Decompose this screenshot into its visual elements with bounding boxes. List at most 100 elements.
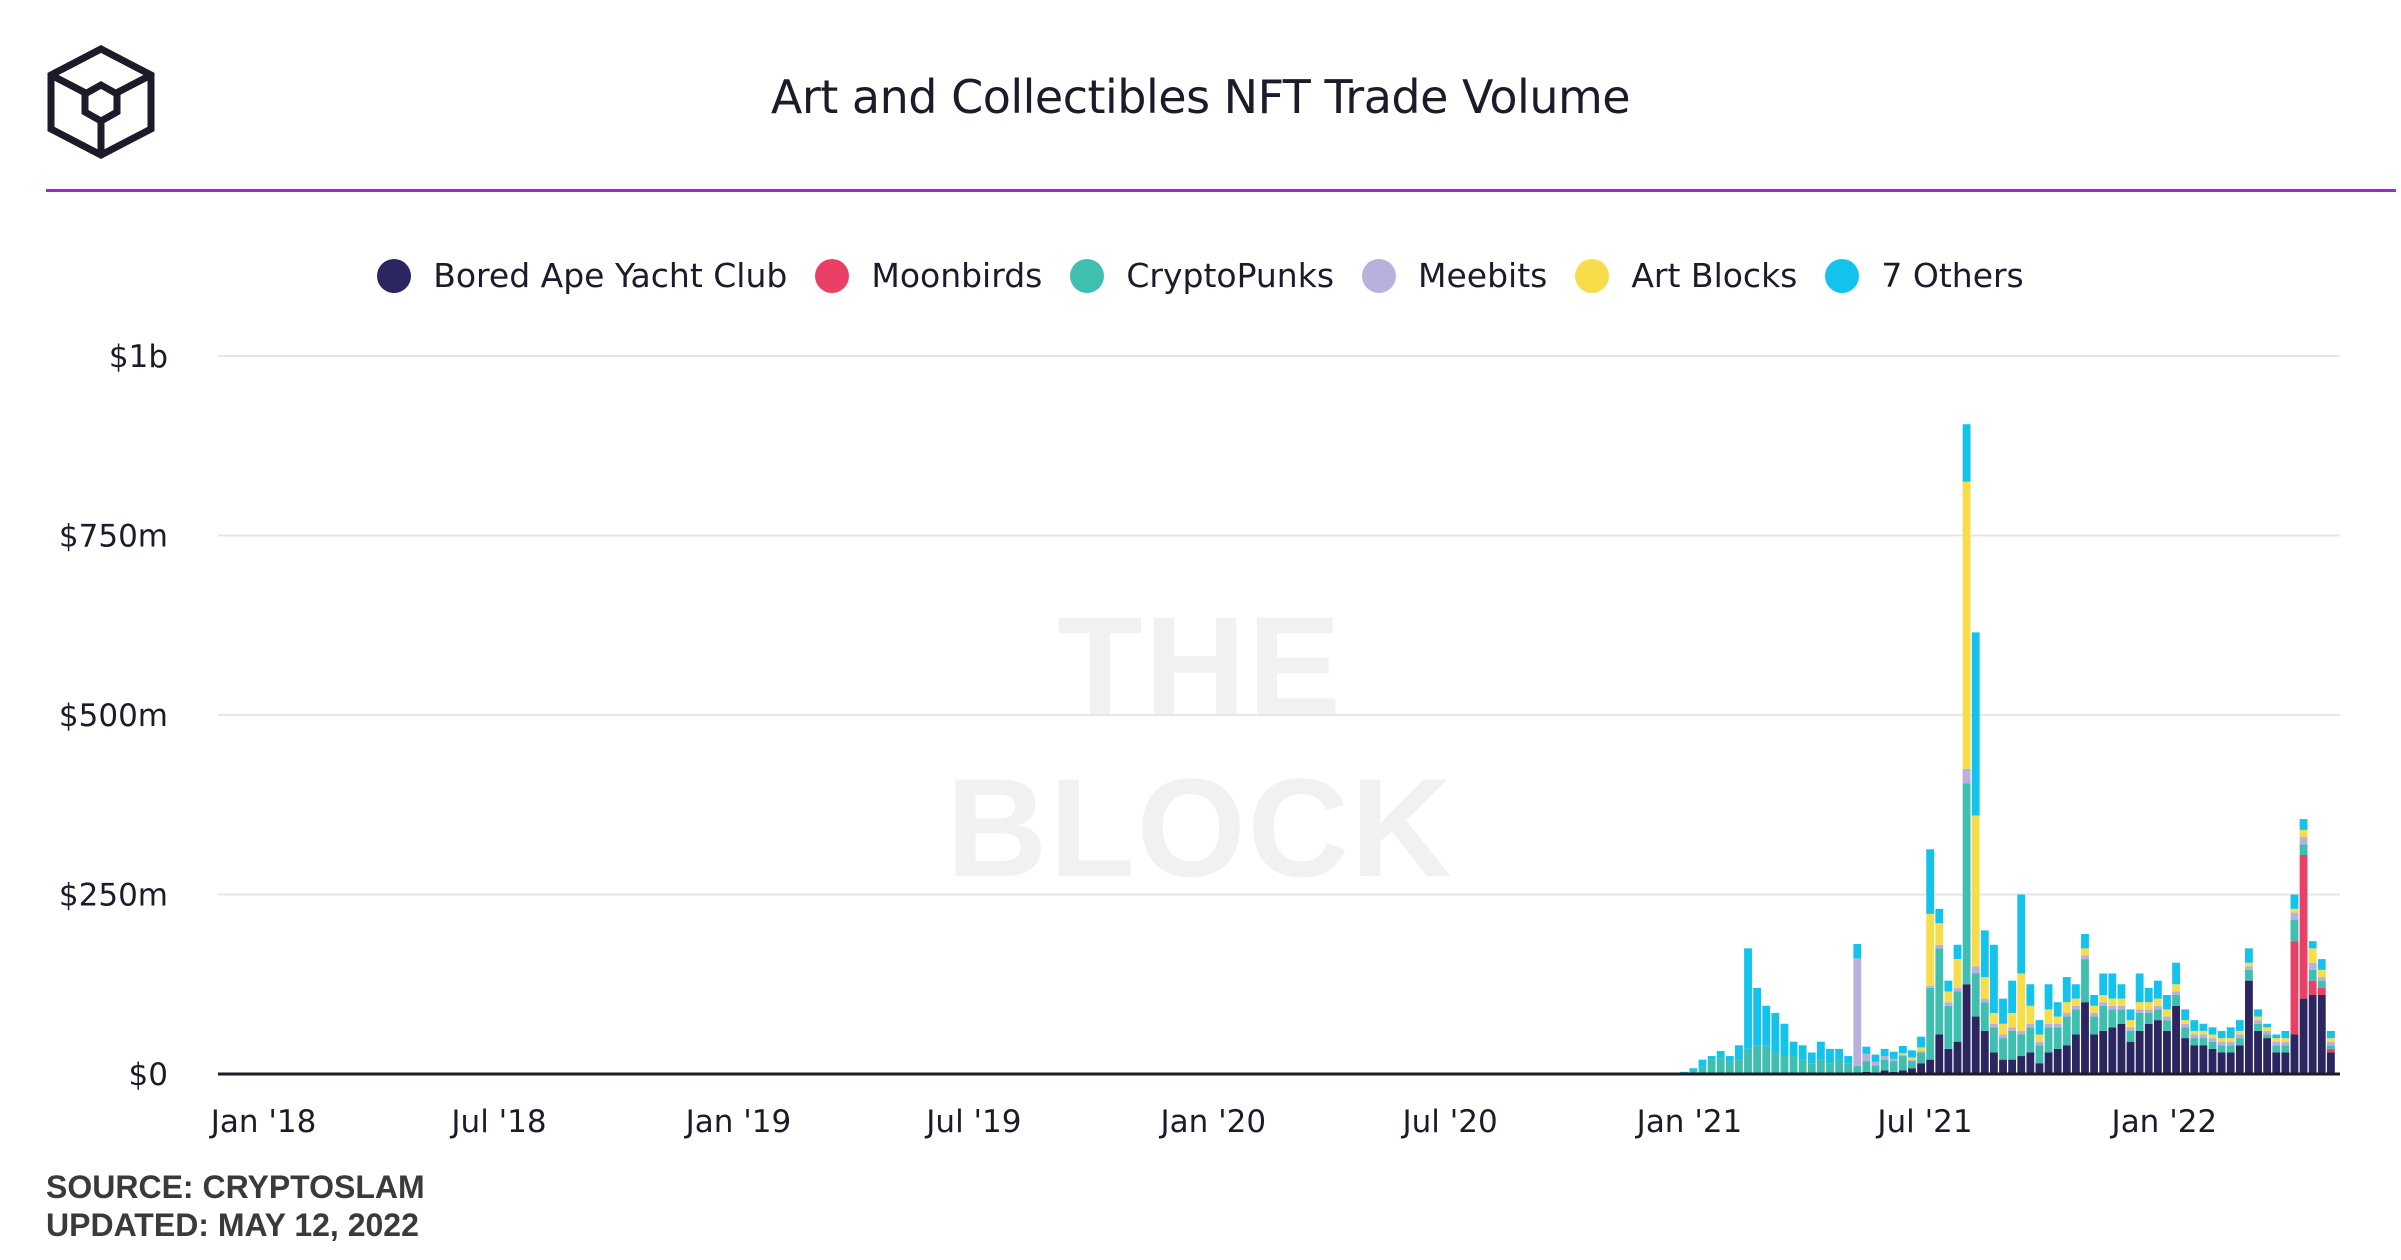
bar-segment	[2263, 1030, 2272, 1035]
bar-segment	[2071, 998, 2080, 1006]
bar-segment	[1707, 1059, 1716, 1074]
legend-item-moonbirds[interactable]: Moonbirds	[815, 256, 1042, 295]
bar-segment	[2017, 1030, 2026, 1035]
legend-item-others[interactable]: 7 Others	[1825, 256, 2024, 295]
bar-segment	[2226, 1041, 2235, 1046]
x-tick-label: Jan '20	[1158, 1104, 1266, 1140]
bar-segment	[2308, 995, 2317, 1074]
bar-segment	[2035, 1045, 2044, 1064]
x-tick-label: Jul '20	[1400, 1104, 1497, 1140]
bar-segment	[2126, 1041, 2135, 1074]
bar-segment	[2017, 973, 2026, 1031]
bar-segment	[1762, 1005, 1771, 1046]
bar-segment	[1999, 1034, 2007, 1039]
bar-segment	[1944, 980, 1953, 992]
bar-segment	[2181, 1009, 2190, 1021]
legend-item-art-blocks[interactable]: Art Blocks	[1575, 256, 1797, 295]
bar-segment	[1908, 1061, 1916, 1069]
bar-segment	[2299, 844, 2308, 856]
bar-segment	[2272, 1052, 2281, 1074]
bar-segment	[1780, 1056, 1789, 1074]
bar-segment	[2108, 973, 2117, 999]
legend-item-cryptopunks[interactable]: CryptoPunks	[1070, 256, 1334, 295]
bar-segment	[2053, 1048, 2062, 1074]
bar-segment	[2226, 1027, 2235, 1039]
bar-segment	[2254, 1030, 2262, 1074]
bar-segment	[2144, 1012, 2153, 1024]
bar-segment	[2062, 1012, 2071, 1017]
legend-item-meebits[interactable]: Meebits	[1362, 256, 1547, 295]
bar-segment	[2017, 1034, 2026, 1057]
bar-segment	[1744, 948, 1752, 1049]
bar-segment	[1853, 944, 1862, 959]
bar-segment	[2326, 1030, 2335, 1039]
bar-segment	[1917, 1063, 1925, 1074]
bar-segment	[2081, 933, 2089, 949]
chart-legend: Bored Ape Yacht Club Moonbirds CryptoPun…	[0, 256, 2401, 295]
bar-segment	[1880, 1048, 1889, 1057]
bar-segment	[1999, 1023, 2007, 1035]
bar-segment	[2099, 995, 2108, 1003]
bar-segment	[2108, 1027, 2117, 1074]
bar-segment	[1725, 1061, 1734, 1074]
bar-segment	[1980, 930, 1989, 978]
legend-item-bayc[interactable]: Bored Ape Yacht Club	[377, 256, 787, 295]
bar-segment	[1917, 1051, 1925, 1053]
x-tick-label: Jul '18	[449, 1104, 546, 1140]
bar-segment	[2135, 1030, 2144, 1074]
bar-segment	[2090, 1012, 2099, 1017]
bar-segment	[2153, 1020, 2162, 1074]
bar-segment	[1698, 1066, 1707, 1074]
bar-segment	[1744, 1048, 1752, 1074]
bar-segment	[2153, 1005, 2162, 1010]
bar-segment	[2235, 1020, 2244, 1031]
bar-segment	[1835, 1048, 1844, 1060]
bar-segment	[1898, 1053, 1907, 1055]
bar-segment	[2044, 1027, 2053, 1053]
bar-segment	[1853, 1066, 1862, 1074]
y-tick-label: $750m	[59, 519, 168, 555]
bar-segment	[1716, 1058, 1725, 1074]
bar-segment	[2190, 1030, 2199, 1035]
bar-segment	[1798, 1045, 1807, 1060]
bar-segment	[2163, 1020, 2171, 1031]
bar-segment	[2308, 941, 2317, 949]
bar-segment	[1725, 1056, 1734, 1062]
bar-segment	[2254, 1009, 2262, 1017]
bar-segment	[2035, 1034, 2044, 1042]
bar-segment	[2217, 1038, 2226, 1042]
bar-segment	[1871, 1061, 1880, 1066]
bar-segment	[2317, 959, 2326, 970]
bar-segment	[1944, 1002, 1953, 1006]
bar-segment	[2263, 1034, 2272, 1039]
bar-segment	[2290, 941, 2299, 1035]
bar-segment	[1871, 1065, 1880, 1073]
bar-segment	[2281, 1045, 2290, 1053]
bar-segment	[1853, 958, 1862, 1067]
bar-segment	[2153, 998, 2162, 1006]
bar-segment	[1980, 1030, 1989, 1074]
bar-segment	[2053, 1016, 2062, 1024]
bar-segment	[2090, 995, 2099, 1006]
bar-segment	[2053, 1027, 2062, 1049]
bar-segment	[2263, 1023, 2272, 1028]
bar-segment	[1944, 1005, 1953, 1049]
bar-segment	[1689, 1070, 1698, 1074]
bar-segment	[1680, 1071, 1689, 1073]
bar-segment	[1789, 1041, 1798, 1057]
bar-segment	[1698, 1059, 1707, 1067]
the-block-logo-icon[interactable]	[46, 44, 156, 160]
bar-segment	[2135, 1012, 2144, 1031]
bar-segment	[2008, 1030, 2017, 1060]
bar-segment	[1898, 1045, 1907, 1054]
bar-segment	[2281, 1052, 2290, 1074]
bar-segment	[1871, 1054, 1880, 1062]
bar-segment	[2172, 962, 2180, 985]
bar-segment	[1953, 987, 1962, 992]
bar-segment	[2035, 1063, 2044, 1074]
bar-segment	[2208, 1038, 2217, 1042]
bar-segment	[1917, 1036, 1925, 1048]
bar-segment	[1807, 1052, 1816, 1064]
bar-segment	[1926, 849, 1935, 914]
